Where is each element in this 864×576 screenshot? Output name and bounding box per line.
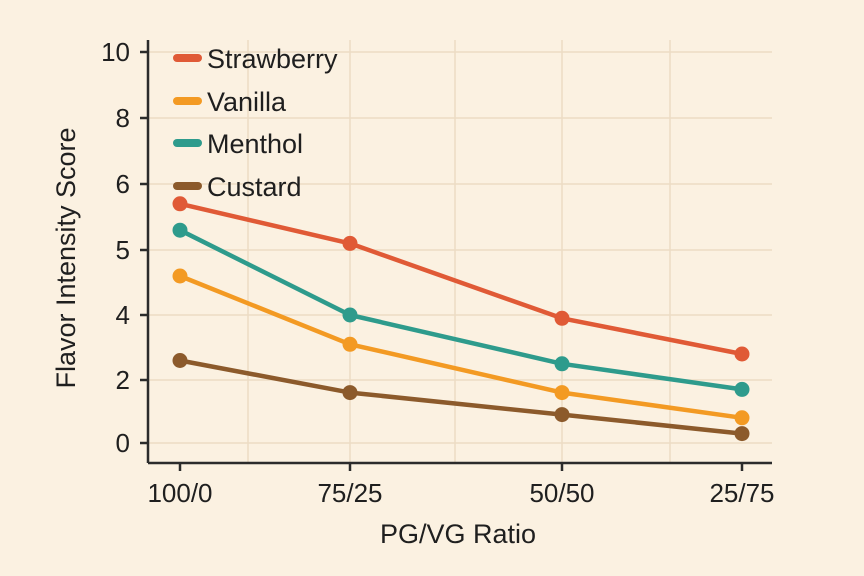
y-tick-label: 10 xyxy=(101,37,130,67)
data-point-menthol xyxy=(172,222,188,238)
y-tick-label: 8 xyxy=(116,103,130,133)
series-line-vanilla xyxy=(177,273,745,421)
data-point-custard xyxy=(342,385,358,401)
data-point-custard xyxy=(172,353,188,368)
legend-label: Custard xyxy=(207,172,302,202)
data-point-custard xyxy=(554,407,570,423)
data-point-vanilla xyxy=(554,385,570,401)
data-point-vanilla xyxy=(734,410,750,426)
data-point-menthol xyxy=(554,356,570,372)
axes xyxy=(146,40,772,465)
x-tick-label: 75/25 xyxy=(317,478,382,508)
series-custard xyxy=(172,353,750,442)
series-menthol xyxy=(172,222,750,397)
y-tick-label: 4 xyxy=(116,300,130,330)
y-tick-label: 0 xyxy=(116,428,130,458)
x-axis-ticks: 100/0 75/25 50/50 25/75 xyxy=(147,463,775,508)
series-strawberry xyxy=(172,196,750,362)
legend-label: Vanilla xyxy=(207,87,287,117)
x-axis-title: PG/VG Ratio xyxy=(380,519,536,549)
data-point-strawberry xyxy=(734,346,750,362)
legend-label: Menthol xyxy=(207,129,303,159)
x-tick-label: 25/75 xyxy=(709,478,774,508)
data-point-strawberry xyxy=(554,310,570,326)
data-point-custard xyxy=(734,426,750,442)
data-point-menthol xyxy=(734,381,750,397)
legend-label: Strawberry xyxy=(207,44,338,74)
legend: Strawberry Vanilla Menthol Custard xyxy=(173,44,338,202)
x-tick-label: 100/0 xyxy=(147,478,212,508)
y-tick-label: 5 xyxy=(116,235,130,265)
legend-item-strawberry: Strawberry xyxy=(173,44,338,74)
x-tick-label: 50/50 xyxy=(529,478,594,508)
grid xyxy=(148,40,772,463)
legend-item-menthol: Menthol xyxy=(173,129,303,159)
y-tick-label: 2 xyxy=(116,365,130,395)
series-vanilla xyxy=(172,268,750,426)
legend-item-vanilla: Vanilla xyxy=(173,87,287,117)
series-line-strawberry xyxy=(177,201,745,357)
data-point-menthol xyxy=(342,307,358,323)
data-point-vanilla xyxy=(172,268,188,284)
data-point-strawberry xyxy=(172,196,188,212)
series xyxy=(172,196,750,442)
series-line-menthol xyxy=(177,227,745,392)
legend-item-custard: Custard xyxy=(173,172,302,202)
data-point-vanilla xyxy=(342,336,358,352)
y-axis-title: Flavor Intensity Score xyxy=(51,127,81,388)
y-axis-ticks: 0 2 4 5 6 8 10 xyxy=(101,37,148,458)
y-tick-label: 6 xyxy=(116,169,130,199)
data-point-strawberry xyxy=(342,235,358,251)
series-line-custard xyxy=(177,358,745,436)
